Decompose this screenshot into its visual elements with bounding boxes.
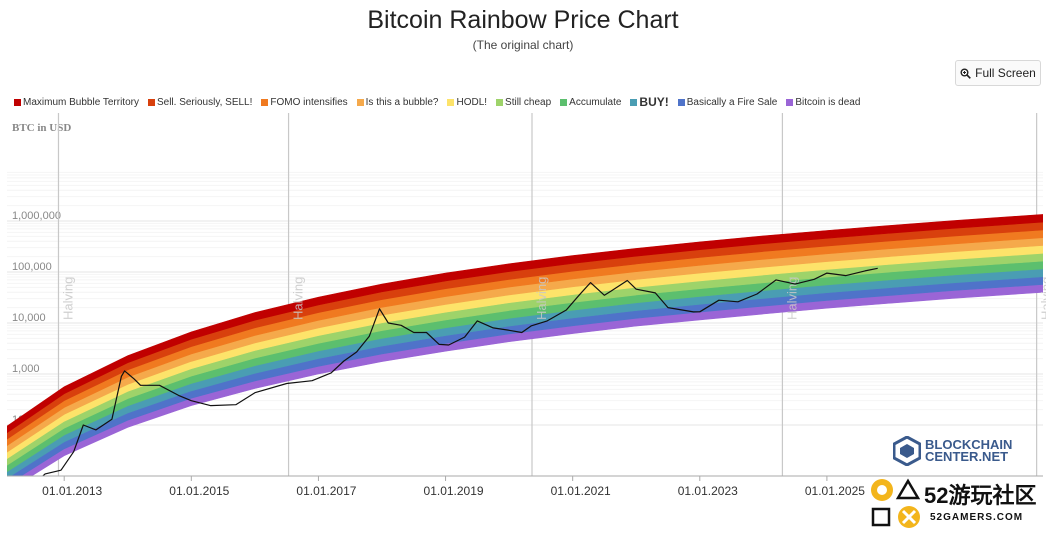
x-tick-label: 01.01.2025: [805, 484, 865, 498]
blockchaincenter-watermark: BLOCKCHAIN CENTER.NET: [893, 436, 1012, 466]
52gamers-logo-icon: [871, 478, 921, 528]
legend-item-hodl[interactable]: HODL!: [447, 95, 487, 109]
legend-item-bitcoin-is-dead[interactable]: Bitcoin is dead: [786, 95, 860, 109]
y-tick-label: 10,000: [12, 312, 46, 324]
legend-label: Basically a Fire Sale: [686, 96, 778, 108]
watermark-line2: CENTER.NET: [925, 449, 1009, 464]
legend-swatch: [356, 98, 364, 106]
legend-label: FOMO intensifies: [270, 96, 348, 108]
legend-swatch: [677, 98, 685, 106]
x-tick-label: 01.01.2015: [169, 484, 229, 498]
legend-label: BUY!: [639, 95, 669, 109]
x-tick-label: 01.01.2013: [42, 484, 102, 498]
x-tick-label: 01.01.2023: [678, 484, 738, 498]
y-tick-label: 100,000: [12, 261, 52, 273]
zoom-icon: [960, 68, 972, 79]
52gamers-watermark: 52游玩社区 52GAMERS.COM: [868, 476, 1046, 532]
y-axis-label: BTC in USD: [12, 122, 71, 134]
chart-legend: Maximum Bubble Territory Sell. Seriously,…: [14, 95, 860, 109]
y-tick-label: 1,000,000: [12, 210, 61, 222]
full-screen-label: Full Screen: [975, 66, 1036, 80]
legend-swatch: [261, 98, 269, 106]
legend-swatch: [147, 98, 155, 106]
watermark-line1: BLOCKCHAIN: [925, 437, 1013, 452]
legend-swatch: [447, 98, 455, 106]
y-tick-label: 1,000: [12, 363, 40, 375]
legend-item-sell-seriously-sell[interactable]: Sell. Seriously, SELL!: [147, 95, 253, 109]
halving-label: Halving: [784, 277, 799, 320]
chart-subtitle: (The original chart): [472, 38, 574, 52]
legend-item-still-cheap[interactable]: Still cheap: [496, 95, 551, 109]
halving-label: Halving: [534, 277, 549, 320]
legend-label: Bitcoin is dead: [795, 96, 861, 108]
legend-swatch: [496, 98, 504, 106]
legend-swatch: [786, 98, 794, 106]
legend-label: Still cheap: [505, 96, 552, 108]
legend-label: Sell. Seriously, SELL!: [156, 96, 253, 108]
legend-label: Accumulate: [569, 96, 622, 108]
chart-title: Bitcoin Rainbow Price Chart: [367, 6, 679, 34]
halving-label: Halving: [1039, 277, 1046, 320]
legend-item-fomo-intensifies[interactable]: FOMO intensifies: [261, 95, 348, 109]
x-tick-label: 01.01.2017: [296, 484, 356, 498]
legend-item-is-this-a-bubble[interactable]: Is this a bubble?: [356, 95, 439, 109]
watermark-52-text: 52游玩社区: [924, 483, 1037, 508]
legend-item-maximum-bubble-territory[interactable]: Maximum Bubble Territory: [14, 95, 139, 109]
legend-item-buy[interactable]: BUY!: [630, 95, 669, 109]
blockchaincenter-logo-icon: [893, 436, 921, 466]
legend-label: Maximum Bubble Territory: [23, 96, 139, 108]
btc-price-line: [41, 267, 878, 476]
legend-label: HODL!: [456, 96, 488, 108]
x-tick-label: 01.01.2021: [551, 484, 611, 498]
full-screen-button[interactable]: Full Screen: [955, 60, 1041, 86]
legend-label: Is this a bubble?: [365, 96, 439, 108]
rainbow-bands: [7, 214, 1043, 476]
watermark-52-url: 52GAMERS.COM: [930, 512, 1024, 523]
legend-swatch: [14, 98, 21, 106]
legend-item-accumulate[interactable]: Accumulate: [560, 95, 621, 109]
halving-label: Halving: [291, 277, 306, 320]
x-tick-label: 01.01.2019: [424, 484, 484, 498]
legend-swatch: [560, 98, 568, 106]
band-maximum-bubble-territory: [7, 214, 1043, 434]
halving-label: Halving: [60, 277, 75, 320]
legend-item-basically-a-fire-sale[interactable]: Basically a Fire Sale: [677, 95, 778, 109]
legend-swatch: [630, 98, 638, 106]
